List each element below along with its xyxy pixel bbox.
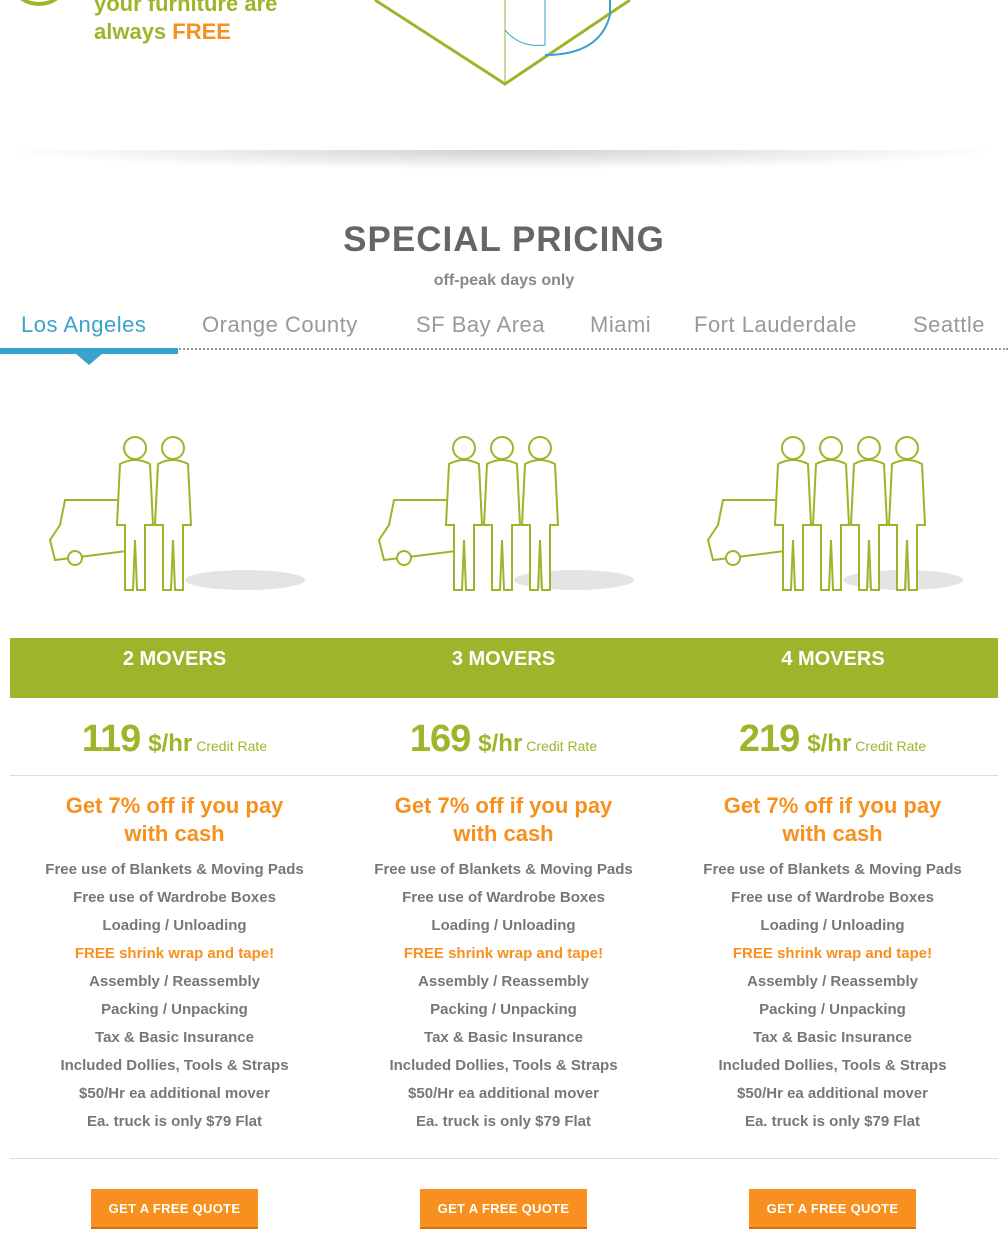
movers-truck-icon — [706, 436, 963, 591]
cash-discount: Get 7% off if you pay with cash — [394, 793, 613, 846]
movers-truck-icon — [377, 436, 634, 591]
feature-item: $50/Hr ea additional mover — [408, 1085, 599, 1102]
plan-title: 2 MOVERS — [122, 648, 227, 670]
mover-figure — [849, 436, 888, 591]
plan-illustration — [668, 430, 997, 610]
cash-discount: Get 7% off if you pay with cash — [723, 793, 942, 846]
feature-item: Free use of Blankets & Moving Pads — [703, 861, 962, 878]
rate-label: Credit Rate — [526, 738, 598, 754]
feature-item: Ea. truck is only $79 Flat — [744, 1113, 921, 1130]
feature-text: your furniture are always FREE — [94, 0, 277, 46]
movers-truck-icon — [48, 436, 305, 591]
plan-header: 4 MOVERS — [668, 638, 998, 698]
feature-line-1: your furniture are — [94, 0, 278, 16]
feature-item: Ea. truck is only $79 Flat — [86, 1113, 263, 1130]
feature-item: FREE shrink wrap and tape! — [732, 945, 933, 962]
price-value: 219 — [738, 718, 800, 760]
feature-item: Assembly / Reassembly — [747, 973, 918, 990]
mover-figure — [887, 436, 926, 591]
rate-label: Credit Rate — [855, 738, 927, 754]
mover-figure — [773, 436, 812, 591]
feature-item: Included Dollies, Tools & Straps — [60, 1057, 289, 1074]
plan-illustration — [339, 430, 668, 610]
plan-features: Get 7% off if you pay with cash Free use… — [339, 792, 668, 1136]
mover-figure — [115, 436, 154, 591]
price-unit: $/hr — [807, 730, 852, 757]
plan-features: Get 7% off if you pay with cash Free use… — [10, 792, 339, 1136]
feature-item: Tax & Basic Insurance — [753, 1029, 912, 1046]
feature-item: Free use of Wardrobe Boxes — [731, 889, 934, 906]
feature-item: Loading / Unloading — [431, 917, 576, 934]
section-divider-shadow — [0, 150, 1008, 170]
plan-title: 3 MOVERS — [451, 648, 556, 670]
tab-sf-bay-area[interactable]: SF Bay Area — [416, 312, 546, 337]
plan-features: Get 7% off if you pay with cash Free use… — [668, 792, 997, 1136]
feature-item: Included Dollies, Tools & Straps — [718, 1057, 947, 1074]
price-value: 169 — [409, 718, 471, 760]
feature-item: $50/Hr ea additional mover — [737, 1085, 928, 1102]
feature-item: Included Dollies, Tools & Straps — [389, 1057, 618, 1074]
feature-item: Free use of Blankets & Moving Pads — [45, 861, 304, 878]
feature-item: Tax & Basic Insurance — [95, 1029, 254, 1046]
check-circle-icon — [14, 0, 64, 6]
plan-price: 219 $/hr Credit Rate — [668, 718, 997, 761]
feature-item: Loading / Unloading — [760, 917, 905, 934]
get-free-quote-button[interactable]: GET A FREE QUOTE — [420, 1189, 587, 1229]
feature-item: FREE shrink wrap and tape! — [403, 945, 604, 962]
tab-los-angeles[interactable]: Los Angeles — [21, 312, 147, 337]
feature-item: Packing / Unpacking — [759, 1001, 906, 1018]
mover-figure — [153, 436, 192, 591]
feature-line-2: always — [94, 19, 173, 44]
section-subtitle: off-peak days only — [433, 272, 575, 289]
feature-item: Packing / Unpacking — [101, 1001, 248, 1018]
truck-icon — [377, 499, 465, 566]
feature-item: Loading / Unloading — [102, 917, 247, 934]
plan-header: 3 MOVERS — [339, 638, 668, 698]
active-tab-arrow — [76, 354, 102, 365]
price-value: 119 — [81, 718, 141, 760]
city-tabs: Los Angeles Orange County SF Bay Area Mi… — [0, 310, 1008, 350]
mover-figure — [811, 436, 850, 591]
feature-item: Free use of Wardrobe Boxes — [402, 889, 605, 906]
rate-label: Credit Rate — [196, 738, 268, 754]
divider — [10, 775, 998, 776]
feature-item: Ea. truck is only $79 Flat — [415, 1113, 592, 1130]
get-free-quote-button[interactable]: GET A FREE QUOTE — [749, 1189, 916, 1229]
price-unit: $/hr — [148, 730, 193, 757]
plan-title: 4 MOVERS — [781, 648, 885, 670]
feature-item: Tax & Basic Insurance — [424, 1029, 583, 1046]
plan-illustration — [10, 430, 339, 610]
tab-seattle[interactable]: Seattle — [913, 312, 985, 337]
feature-item: $50/Hr ea additional mover — [79, 1085, 270, 1102]
mover-figure — [444, 436, 483, 591]
price-unit: $/hr — [478, 730, 523, 757]
feature-section-top: your furniture are always FREE — [0, 0, 1008, 150]
get-free-quote-button[interactable]: GET A FREE QUOTE — [91, 1189, 258, 1229]
feature-item: Free use of Wardrobe Boxes — [73, 889, 276, 906]
plan-price: 169 $/hr Credit Rate — [339, 718, 668, 761]
feature-item: Free use of Blankets & Moving Pads — [374, 861, 633, 878]
section-title: SPECIAL PRICING — [343, 220, 665, 259]
active-tab-indicator — [0, 348, 178, 354]
box-illustration — [374, 0, 631, 86]
mover-figure — [520, 436, 559, 591]
tab-fort-lauderdale[interactable]: Fort Lauderdale — [694, 312, 857, 337]
feature-item: FREE shrink wrap and tape! — [74, 945, 275, 962]
plan-price: 119 $/hr Credit Rate — [10, 718, 339, 761]
feature-item: Assembly / Reassembly — [89, 973, 260, 990]
plan-header: 2 MOVERS — [10, 638, 339, 698]
feature-item: Packing / Unpacking — [430, 1001, 577, 1018]
feature-item: Assembly / Reassembly — [418, 973, 589, 990]
cash-discount: Get 7% off if you pay with cash — [65, 793, 284, 846]
mover-figure — [482, 436, 521, 591]
free-highlight: FREE — [172, 19, 231, 44]
tab-miami[interactable]: Miami — [590, 312, 652, 337]
tab-orange-county[interactable]: Orange County — [202, 312, 358, 337]
divider — [10, 1158, 998, 1159]
